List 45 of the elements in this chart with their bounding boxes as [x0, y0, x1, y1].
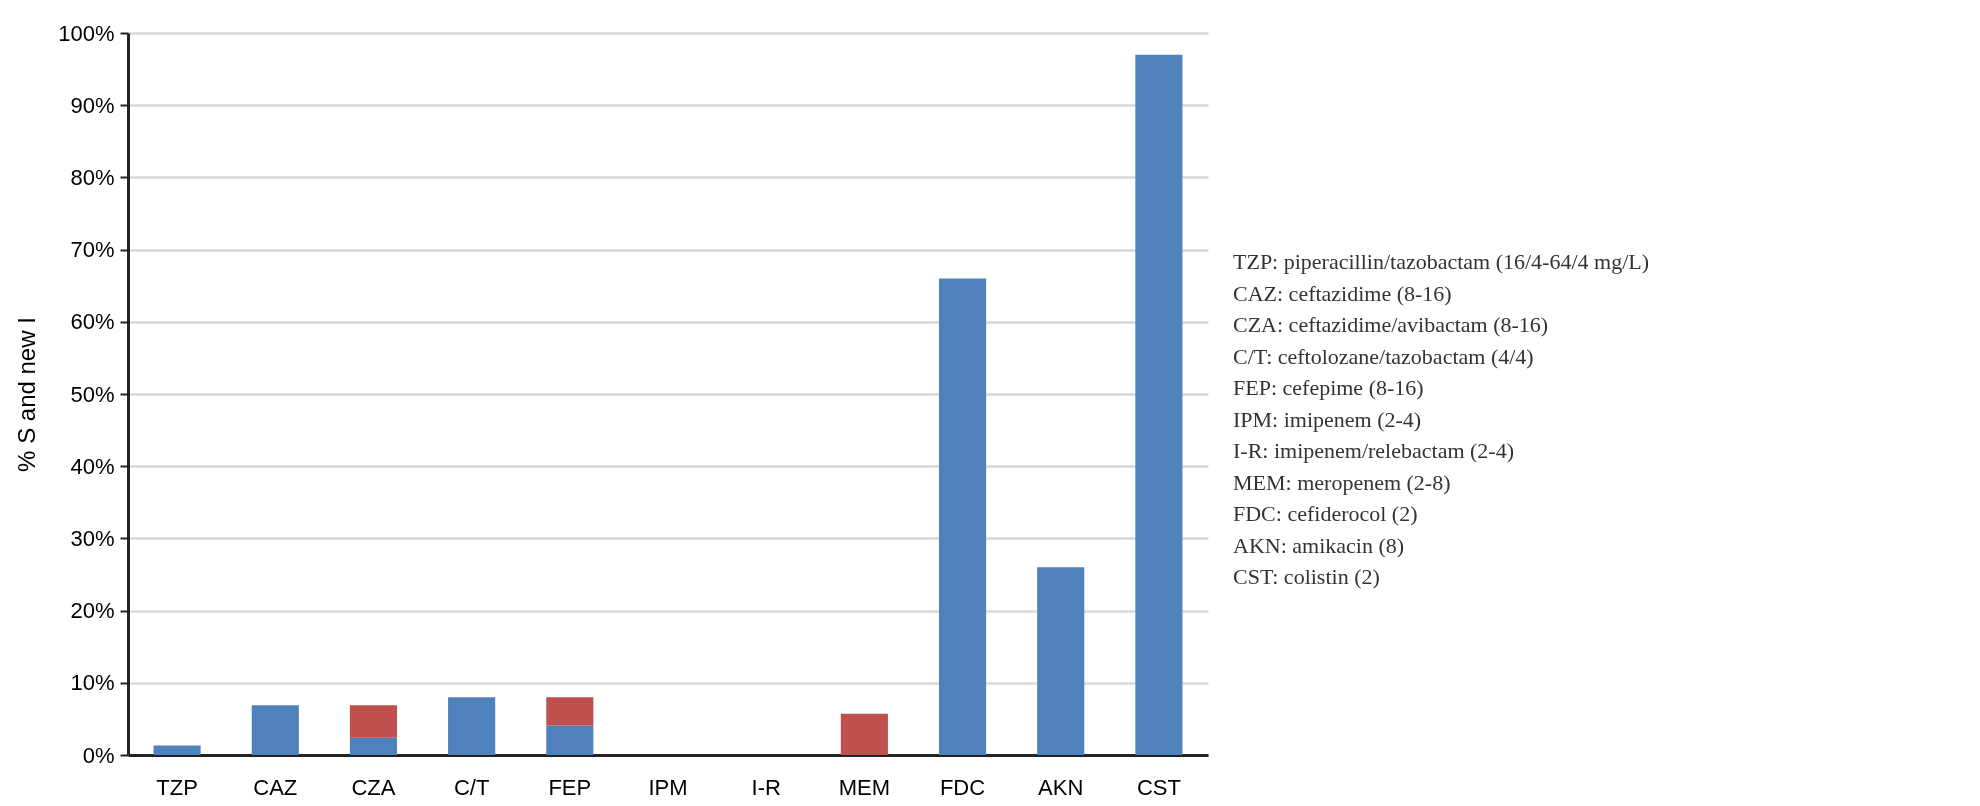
x-tick-label: MEM [838, 774, 891, 800]
y-tick-label: 20% [70, 598, 115, 624]
bar [1135, 54, 1183, 755]
bar [153, 745, 201, 755]
y-tick-label: 50% [70, 381, 115, 407]
x-tick-label: CAZ [253, 774, 298, 800]
x-tick-label: CZA [351, 774, 396, 800]
text: FDC: cefiderocol (2) [1233, 500, 1419, 529]
x-tick-label: FDC [939, 774, 986, 800]
y-axis-title: % S and new I [13, 317, 41, 472]
bar [349, 737, 398, 755]
bar [251, 705, 299, 755]
y-tick-label: 30% [70, 525, 115, 551]
text: AKN: amikacin (8) [1233, 531, 1406, 560]
x-tick-label: FEP [548, 774, 592, 800]
y-tick-label: 80% [70, 164, 115, 190]
x-tick-label: CST [1136, 774, 1181, 800]
text: C/T: ceftolozane/tazobactam (4/4) [1233, 342, 1535, 371]
text: CST: colistin (2) [1233, 563, 1381, 592]
y-tick-label: 100% [58, 20, 115, 46]
text: CAZ: ceftazidime (8-16) [1233, 279, 1453, 308]
y-tick-label: 10% [70, 670, 115, 696]
bar [840, 713, 888, 755]
bar [546, 697, 594, 726]
x-tick-label: C/T [453, 774, 490, 800]
bar [448, 697, 496, 755]
x-tick-label: TZP [156, 774, 198, 800]
y-tick-label: 0% [82, 742, 115, 768]
x-tick-label: IPM [648, 774, 688, 800]
x-tick-label: I-R [751, 774, 781, 800]
text: FEP: cefepime (8-16) [1233, 374, 1425, 403]
y-tick-label: 60% [70, 309, 115, 335]
y-tick-label: 90% [70, 92, 115, 118]
x-tick-label: AKN [1038, 774, 1084, 800]
text: MEM: meropenem (2-8) [1233, 468, 1452, 497]
bar [938, 278, 987, 755]
text: TZP: piperacillin/tazobactam (16/4-64/4 mg/L) [1233, 248, 1650, 277]
bar [546, 725, 594, 755]
y-tick-label: 70% [70, 237, 115, 263]
bar [1037, 567, 1085, 755]
text: CZA: ceftazidime/avibactam (8-16) [1233, 311, 1550, 340]
text: I-R: imipenem/relebactam (2-4) [1233, 437, 1515, 466]
bar [349, 705, 398, 738]
text: IPM: imipenem (2-4) [1233, 405, 1423, 434]
y-tick-label: 40% [70, 453, 115, 479]
